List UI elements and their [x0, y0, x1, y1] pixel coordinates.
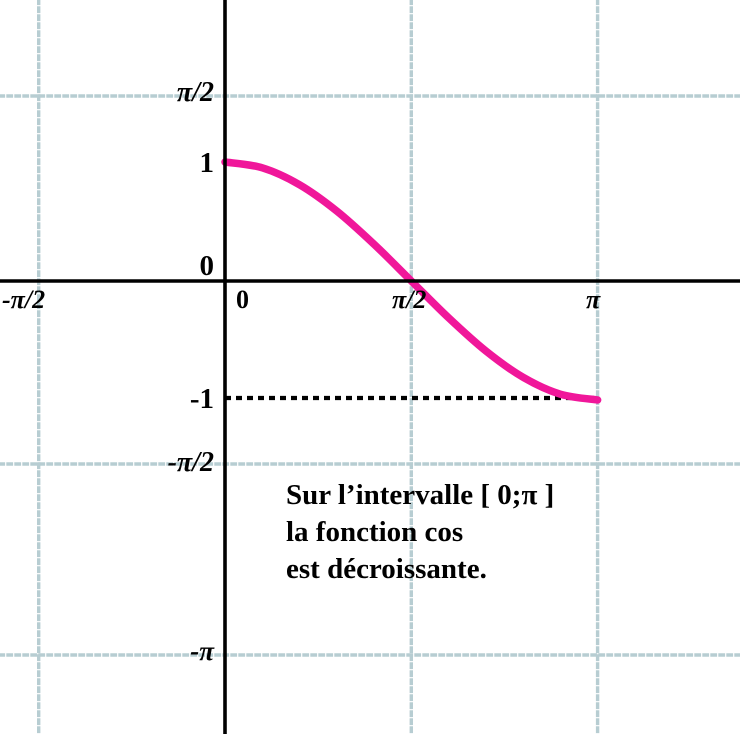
- svg-text:-π/2: -π/2: [168, 447, 214, 478]
- svg-text:-1: -1: [190, 383, 214, 415]
- svg-text:1: 1: [200, 147, 215, 179]
- svg-text:est décroissante.: est décroissante.: [286, 553, 487, 585]
- svg-text:0: 0: [200, 250, 215, 282]
- svg-text:π: π: [586, 285, 601, 314]
- svg-text:Sur l’intervalle [ 0;π ]: Sur l’intervalle [ 0;π ]: [286, 479, 554, 511]
- svg-text:-π: -π: [190, 636, 215, 666]
- svg-text:π/2: π/2: [392, 285, 426, 314]
- svg-text:π/2: π/2: [177, 77, 214, 108]
- svg-text:la fonction cos: la fonction cos: [286, 516, 463, 548]
- svg-text:-π/2: -π/2: [2, 285, 45, 314]
- svg-text:0: 0: [236, 285, 249, 314]
